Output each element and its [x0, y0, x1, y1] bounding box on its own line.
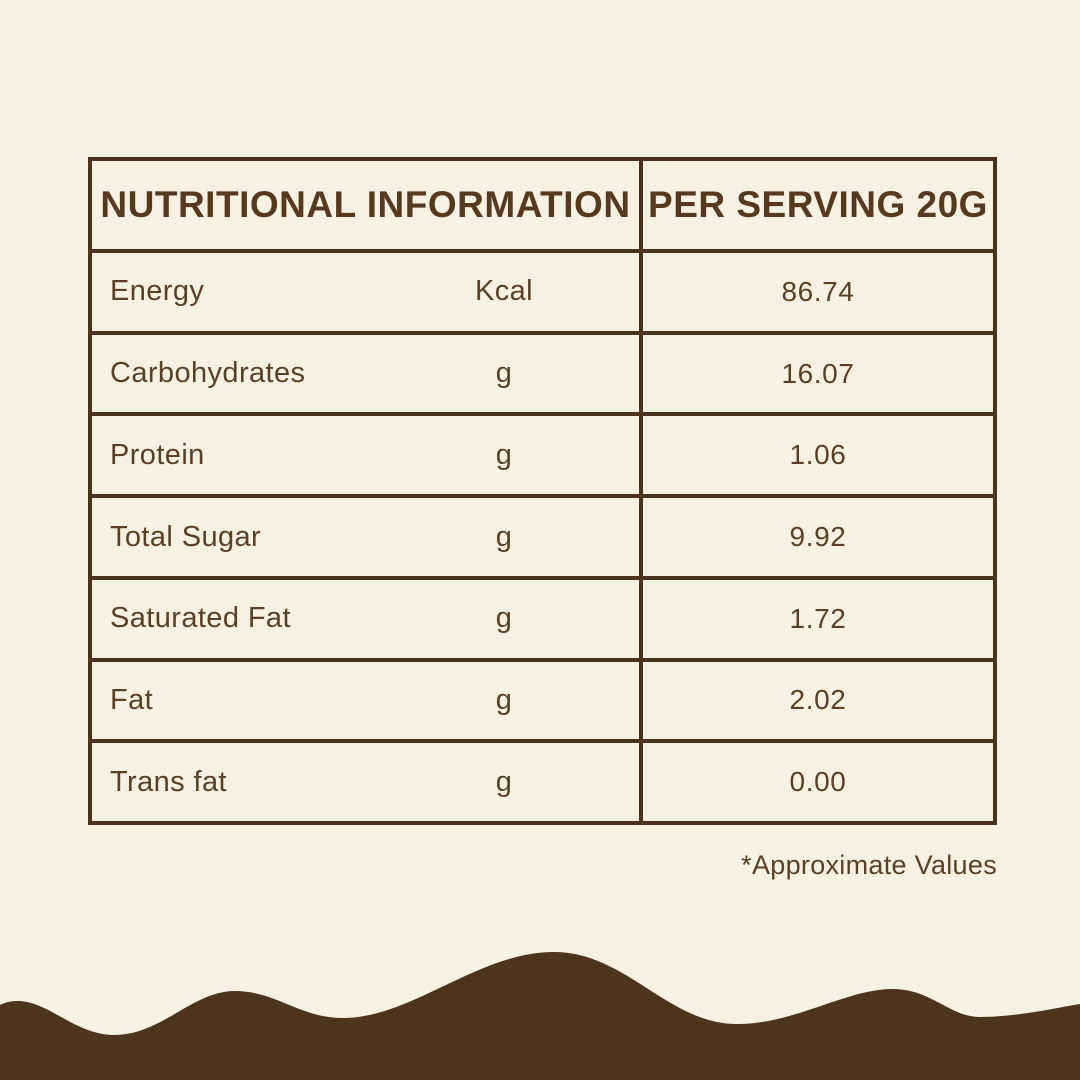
table-row-value-cell: 1.06 — [643, 416, 993, 494]
nutrient-unit: g — [495, 438, 513, 471]
table-row-value-cell: 9.92 — [643, 498, 993, 576]
table-row: Trans fat g 0.00 — [92, 739, 993, 822]
nutrient-unit: g — [495, 602, 513, 635]
nutrient-value: 86.74 — [781, 275, 855, 307]
table-row: Energy Kcal 86.74 — [92, 249, 993, 331]
nutrient-unit: g — [495, 683, 513, 716]
nutrient-value: 9.92 — [789, 521, 847, 553]
nutrient-value: 1.72 — [789, 602, 847, 634]
nutrient-value: 2.02 — [789, 684, 847, 716]
table-row: Fat g 2.02 — [92, 657, 993, 740]
table-row-value-cell: 1.72 — [643, 580, 993, 658]
nutrient-label: Carbohydrates — [110, 357, 306, 390]
table-row-left-cell: Total Sugar g — [92, 498, 643, 576]
approximate-values-footnote: *Approximate Values — [741, 850, 997, 880]
table-row-value-cell: 0.00 — [643, 743, 993, 821]
table-header-row: NUTRITIONAL INFORMATION PER SERVING 20G — [92, 161, 993, 249]
nutrient-unit: g — [495, 357, 513, 390]
table-row: Total Sugar g 9.92 — [92, 494, 993, 576]
nutrient-label: Energy — [110, 275, 205, 308]
table-row-left-cell: Trans fat g — [92, 743, 643, 822]
nutrient-label: Fat — [110, 683, 154, 716]
table-row-left-cell: Fat g — [92, 661, 643, 740]
nutrient-value: 0.00 — [789, 766, 847, 798]
nutrient-value: 16.07 — [781, 357, 855, 389]
table-row-value-cell: 16.07 — [643, 335, 993, 413]
nutrient-label: Saturated Fat — [110, 602, 291, 635]
nutrient-unit: g — [495, 520, 513, 553]
table-row-value-cell: 86.74 — [643, 253, 993, 331]
nutrient-unit: g — [495, 765, 513, 798]
nutrition-table: NUTRITIONAL INFORMATION PER SERVING 20G … — [88, 157, 997, 825]
nutrient-label: Protein — [110, 438, 205, 471]
header-col-per-serving: PER SERVING 20G — [648, 184, 988, 225]
table-row: Protein g 1.06 — [92, 412, 993, 495]
table-row-left-cell: Protein g — [92, 416, 643, 495]
wave-shape — [0, 952, 1080, 1080]
nutrient-unit: Kcal — [474, 275, 533, 308]
nutrient-value: 1.06 — [789, 439, 847, 471]
table-row: Carbohydrates g 16.07 — [92, 330, 993, 413]
wave-decoration — [0, 952, 1080, 1080]
table-row-value-cell: 2.02 — [643, 662, 993, 740]
nutrient-label: Total Sugar — [110, 520, 262, 553]
nutrient-label: Trans fat — [110, 765, 227, 798]
table-row-left-cell: Carbohydrates g — [92, 334, 643, 413]
table-row: Saturated Fat g 1.72 — [92, 575, 993, 658]
table-row-left-cell: Saturated Fat g — [92, 579, 643, 658]
header-col-nutritional-information: NUTRITIONAL INFORMATION — [92, 161, 643, 249]
table-row-left-cell: Energy Kcal — [92, 253, 643, 331]
